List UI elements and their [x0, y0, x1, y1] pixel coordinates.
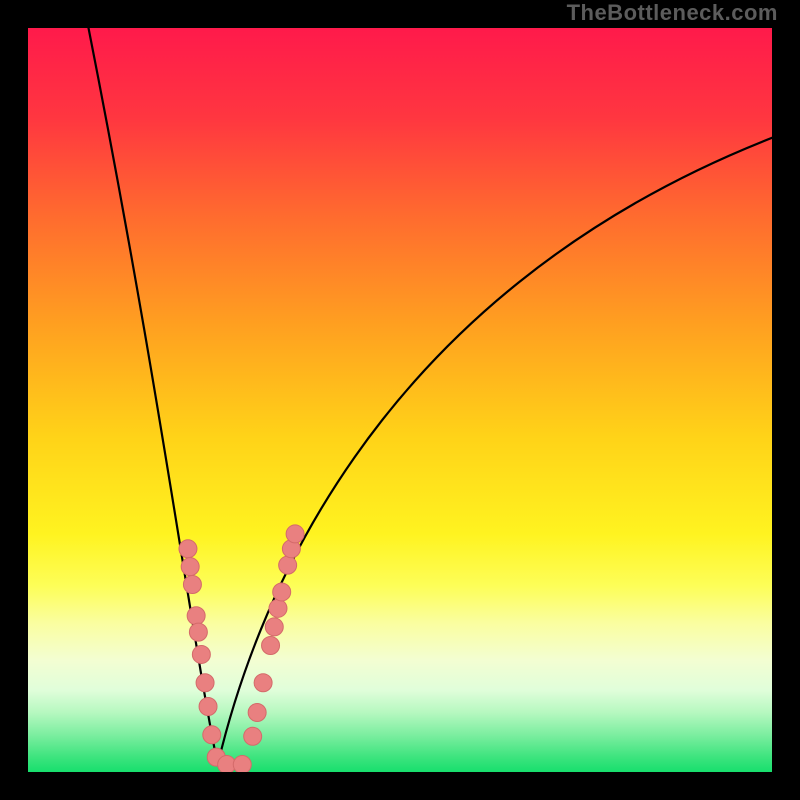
data-marker: [286, 525, 304, 543]
data-marker: [187, 607, 205, 625]
data-marker: [244, 727, 262, 745]
data-marker: [262, 637, 280, 655]
gradient-background: [28, 28, 772, 772]
data-marker: [196, 674, 214, 692]
data-marker: [203, 726, 221, 744]
data-marker: [179, 540, 197, 558]
data-marker: [279, 556, 297, 574]
data-marker: [273, 583, 291, 601]
data-marker: [181, 558, 199, 576]
data-marker: [254, 674, 272, 692]
data-marker: [192, 645, 210, 663]
data-marker: [248, 703, 266, 721]
data-marker: [265, 618, 283, 636]
data-marker: [189, 623, 207, 641]
watermark-text: TheBottleneck.com: [567, 0, 778, 26]
bottleneck-chart: [0, 0, 800, 800]
data-marker: [233, 756, 251, 774]
data-marker: [269, 599, 287, 617]
chart-root: TheBottleneck.com: [0, 0, 800, 800]
data-marker: [199, 698, 217, 716]
data-marker: [183, 576, 201, 594]
